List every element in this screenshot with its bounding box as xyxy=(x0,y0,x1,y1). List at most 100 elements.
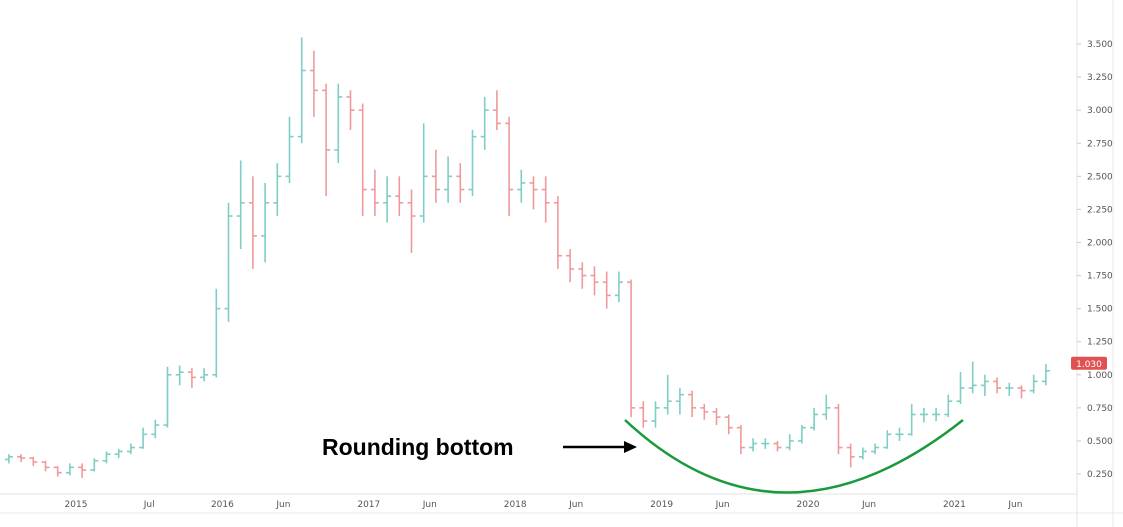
ohlc-bar xyxy=(736,425,745,455)
ohlc-bar xyxy=(505,116,514,217)
ohlc-bar xyxy=(773,440,782,452)
y-tick-label: 0.500 xyxy=(1087,437,1113,447)
ohlc-bar xyxy=(553,196,562,269)
annotation: Rounding bottom xyxy=(322,419,964,494)
ohlc-bar xyxy=(395,176,404,217)
y-tick-label: 1.750 xyxy=(1087,272,1113,282)
ohlc-bar xyxy=(749,438,758,452)
ohlc-bar xyxy=(980,374,989,396)
ohlc-bar xyxy=(4,454,13,464)
ohlc-bar xyxy=(1005,382,1014,396)
y-tick-label: 2.250 xyxy=(1087,205,1113,215)
ohlc-bar xyxy=(871,443,880,455)
ohlc-bar xyxy=(456,163,465,203)
ohlc-bar xyxy=(761,438,770,449)
y-tick-label: 0.250 xyxy=(1087,470,1113,480)
ohlc-bar xyxy=(846,443,855,468)
ohlc-bar xyxy=(883,430,892,449)
ohlc-bar xyxy=(114,448,123,459)
ohlc-bar xyxy=(1041,364,1050,386)
last-price-marker: 1.030 xyxy=(1071,356,1107,370)
ohlc-bar xyxy=(956,372,965,404)
ohlc-bar xyxy=(297,37,306,144)
y-tick-label: 0.750 xyxy=(1087,404,1113,414)
ohlc-bar xyxy=(175,365,184,386)
ohlc-bar xyxy=(688,390,697,418)
ohlc-bar xyxy=(419,123,428,223)
ohlc-bar xyxy=(358,103,367,217)
x-tick-label: 2015 xyxy=(65,500,88,510)
x-tick-label: Jun xyxy=(1007,500,1022,510)
ohlc-bar xyxy=(309,50,318,117)
x-tick-label: 2018 xyxy=(504,500,527,510)
ohlc-bar xyxy=(675,388,684,415)
ohlc-bar xyxy=(1017,385,1026,399)
price-axis[interactable]: 0.250 0.500 0.750 1.000 1.250 1.500 1.750 2.000… xyxy=(1077,40,1113,480)
ohlc-bar xyxy=(273,163,282,217)
ohlc-bar xyxy=(65,463,74,476)
y-tick-label: 3.250 xyxy=(1087,73,1113,83)
ohlc-bar xyxy=(492,90,501,131)
ohlc-bar xyxy=(444,156,453,203)
ohlc-bar xyxy=(334,83,343,164)
ohlc-bars xyxy=(4,37,1050,478)
ohlc-bar xyxy=(517,169,526,203)
ohlc-bar xyxy=(834,403,843,455)
ohlc-bar xyxy=(407,189,416,254)
ohlc-bar xyxy=(529,176,538,210)
ohlc-bar xyxy=(236,160,245,250)
ohlc-bar xyxy=(810,407,819,431)
ohlc-bar xyxy=(163,366,172,428)
ohlc-bar xyxy=(431,149,440,203)
ohlc-bar xyxy=(822,394,831,420)
ohlc-bar xyxy=(627,279,636,418)
ohlc-bar xyxy=(932,407,941,422)
x-tick-label: 2021 xyxy=(943,500,966,510)
y-tick-label: 3.000 xyxy=(1087,106,1113,116)
ohlc-bar xyxy=(126,443,135,455)
ohlc-bar xyxy=(468,130,477,197)
ohlc-bar xyxy=(212,288,221,378)
ohlc-bar xyxy=(41,460,50,472)
ohlc-bar xyxy=(322,83,331,197)
ohlc-bar xyxy=(187,368,196,389)
ohlc-bar xyxy=(663,374,672,415)
ohlc-bar xyxy=(578,262,587,289)
x-tick-label: Jul xyxy=(143,500,155,510)
x-tick-label: Jun xyxy=(275,500,290,510)
ohlc-bar xyxy=(651,401,660,428)
x-tick-label: Jun xyxy=(568,500,583,510)
ohlc-bar xyxy=(53,466,62,477)
ohlc-bar xyxy=(90,458,99,472)
ohlc-bar xyxy=(700,403,709,420)
ohlc-bar xyxy=(712,407,721,426)
y-tick-label: 3.500 xyxy=(1087,40,1113,50)
ohlc-bar xyxy=(602,271,611,309)
ohlc-bar xyxy=(541,176,550,223)
ohlc-bar xyxy=(480,96,489,150)
ohlc-bar xyxy=(639,401,648,428)
ohlc-bar xyxy=(383,176,392,223)
x-tick-label: Jun xyxy=(422,500,437,510)
y-tick-label: 1.500 xyxy=(1087,305,1113,315)
ohlc-bar xyxy=(285,116,294,183)
ohlc-bar xyxy=(224,202,233,322)
ohlc-bar xyxy=(346,90,355,131)
time-axis[interactable]: 2015 Jul 2016 Jun 2017 Jun 2018 Jun 2019 Jun 2020 J… xyxy=(65,500,1023,510)
ohlc-bar xyxy=(968,361,977,394)
ohlc-bar xyxy=(907,403,916,436)
ohlc-bar xyxy=(614,271,623,303)
y-tick-label: 1.000 xyxy=(1087,371,1113,381)
x-tick-label: Jun xyxy=(861,500,876,510)
ohlc-bar xyxy=(200,368,209,382)
ohlc-bar xyxy=(17,454,26,463)
ohlc-bar xyxy=(724,414,733,435)
y-tick-label: 1.250 xyxy=(1087,338,1113,348)
x-tick-label: 2017 xyxy=(357,500,380,510)
last-price-badge xyxy=(1071,356,1107,370)
ohlc-bar xyxy=(102,451,111,464)
y-tick-label: 2.750 xyxy=(1087,139,1113,149)
ohlc-bar xyxy=(1029,374,1038,394)
